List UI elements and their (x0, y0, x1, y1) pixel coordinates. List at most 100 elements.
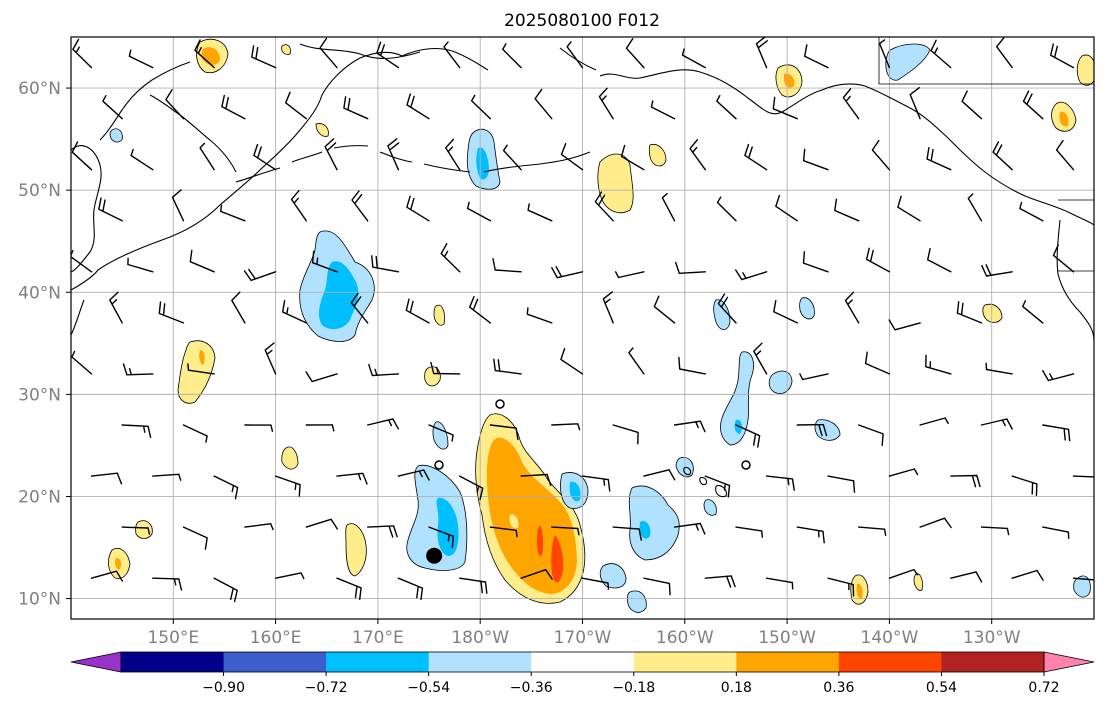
wind-barb (551, 266, 584, 279)
wind-barb (871, 139, 891, 171)
us-canada-border (1058, 199, 1094, 272)
wind-barb (459, 475, 484, 501)
wind-barb (620, 144, 645, 171)
colorbar-segment (531, 652, 635, 672)
wind-barb (71, 250, 93, 273)
wind-barb (445, 138, 461, 171)
wind-barb (194, 39, 215, 69)
wind-barb (109, 291, 123, 324)
negative-anomaly-e15 (109, 128, 123, 143)
wind-barb (182, 424, 208, 443)
wind-barb (336, 577, 362, 600)
wind-barb (594, 191, 614, 222)
positive-anomaly-peak-3 (509, 514, 519, 529)
colorbar-tick-label: −0.90 (202, 680, 245, 696)
wind-barb (796, 423, 828, 437)
wind-barb (888, 319, 921, 331)
colorbar-tick-label: −0.54 (407, 680, 450, 696)
wind-barb (397, 469, 430, 481)
wind-barb (858, 526, 887, 536)
wind-barb (802, 251, 829, 273)
wind-barb (350, 292, 369, 324)
wind-barb (827, 475, 856, 493)
positive-anomaly-w-b (345, 523, 367, 577)
wind-barb (430, 361, 461, 375)
colorbar-segment (941, 652, 1045, 672)
colorbar-tick-label: 0.54 (926, 680, 957, 696)
alaska-coast (599, 69, 1094, 226)
lat-tick-label: 10°N (18, 590, 61, 610)
wind-barb (643, 469, 676, 481)
wind-barb (681, 48, 706, 69)
lon-tick-label: 150°E (147, 628, 199, 648)
wind-barb (469, 295, 492, 324)
wind-barb (527, 203, 553, 222)
wind-barb (324, 138, 338, 171)
wind-barb (213, 475, 239, 500)
positive-anomaly-peak-2 (537, 525, 544, 556)
wind-barb (290, 190, 307, 222)
wind-barb (489, 526, 518, 538)
wind-barb (735, 269, 768, 281)
positive-anomaly-n-d-core (784, 73, 795, 88)
wind-barb (264, 342, 277, 375)
wind-barb (717, 293, 737, 324)
wind-barb (121, 424, 152, 439)
wind-barb (919, 417, 949, 426)
wind-barb (950, 571, 983, 583)
wind-barb (221, 94, 246, 120)
wind-barb (520, 473, 552, 487)
wind-barb (244, 523, 274, 531)
positive-anomaly-w-d (135, 520, 153, 539)
colorbar-extend-high (1043, 651, 1095, 673)
wind-barb (996, 37, 1013, 69)
colorbar-extend-low (70, 651, 122, 673)
wind-barb (251, 45, 277, 69)
wind-barb (520, 569, 553, 580)
point-markers (434, 399, 751, 470)
latitude-axis: 60°N 50°N 40°N 30°N 20°N 10°N (18, 79, 71, 610)
wind-barb (765, 577, 794, 590)
negative-anomaly-e9 (799, 297, 815, 320)
wind-barb (282, 300, 307, 324)
wind-barb (502, 144, 522, 171)
wind-barb (628, 347, 645, 375)
wind-barb (1011, 569, 1044, 581)
open-circle-marker-1 (495, 399, 505, 409)
wind-barb (842, 88, 860, 120)
wind-barb (376, 41, 400, 69)
wind-barb (397, 577, 424, 601)
negative-anomaly-e2 (720, 351, 754, 446)
wind-barb (305, 371, 338, 383)
wind-barb (371, 255, 400, 273)
wind-barb (551, 526, 580, 536)
wind-barb (560, 347, 584, 375)
wind-barb (213, 577, 238, 603)
wind-barb (878, 39, 891, 69)
wind-barb (678, 356, 706, 375)
hawaii-islands (683, 466, 727, 498)
wind-barb (189, 249, 215, 273)
storm-center-marker (426, 547, 443, 564)
wind-barb (773, 299, 798, 324)
positive-anomaly-n-c (648, 143, 667, 167)
wind-barb (231, 291, 246, 324)
wind-barb (1011, 475, 1038, 496)
wind-barb (581, 475, 611, 492)
wind-barb (1052, 244, 1075, 273)
longitude-axis: 150°E 160°E 170°E 180°W 170°W 160°W 150°W 140°W… (147, 619, 1021, 648)
positive-anomaly-w-c-core (115, 557, 122, 570)
wind-barb (526, 307, 553, 324)
wind-barb (673, 522, 706, 535)
wind-barb (950, 474, 981, 488)
positive-anomaly-e-e (433, 304, 445, 326)
colorbar-tick-label: 0.18 (721, 680, 752, 696)
wind-barb (187, 363, 215, 375)
wind-barb (927, 248, 952, 273)
wind-barb (130, 148, 154, 171)
wind-barb (243, 268, 277, 282)
wind-barb (220, 204, 246, 222)
positive-anomaly-w-a-core (199, 350, 205, 365)
negative-anomaly-e1-core (639, 520, 651, 539)
wind-barb (343, 96, 369, 120)
